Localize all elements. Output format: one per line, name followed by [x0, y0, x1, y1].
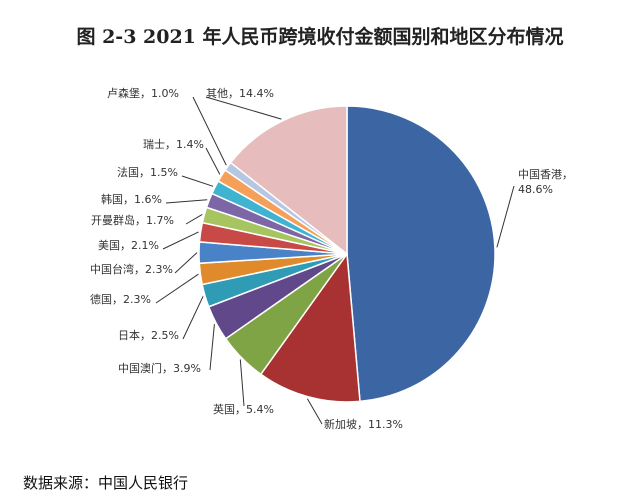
pie-slice-2: [259, 251, 361, 403]
slice-label-9: 开曼群岛，1.7%: [91, 213, 174, 227]
pie-slice-14: [229, 105, 348, 256]
slice-label-12: 瑞士，1.4%: [143, 137, 204, 151]
leader-line-4: [209, 324, 215, 371]
leader-line-11: [181, 175, 214, 187]
slice-label-14: 其他，14.4%: [206, 87, 274, 100]
leader-line-9: [185, 213, 203, 225]
data-source: 数据来源：中国人民银行: [23, 474, 189, 492]
leader-line-6: [155, 273, 199, 304]
leader-line-3: [239, 359, 245, 407]
leader-line-12: [205, 147, 221, 175]
slice-label-2: 新加坡，11.3%: [324, 417, 403, 431]
pie-slice-1: [346, 105, 496, 403]
slice-label-10: 韩国，1.6%: [101, 192, 162, 206]
chart-title: 图 2-3 2021 年人民币跨境收付金额国别和地区分布情况: [76, 26, 564, 48]
slice-label-3: 英国，5.4%: [213, 402, 274, 416]
slice-label-1: 中国香港， 48.6%: [518, 168, 573, 196]
leader-line-10: [165, 199, 208, 204]
leader-line-13: [192, 96, 227, 166]
leader-line-7: [174, 252, 198, 274]
slice-label-5: 日本，2.5%: [118, 328, 179, 342]
slice-label-7: 中国台湾，2.3%: [90, 262, 173, 276]
slice-label-13: 卢森堡，1.0%: [107, 86, 179, 100]
slice-label-6: 德国，2.3%: [90, 292, 151, 306]
leader-line-5: [182, 296, 204, 340]
leader-line-8: [162, 231, 199, 250]
leader-line-1: [496, 185, 515, 248]
slice-label-4: 中国澳门，3.9%: [118, 361, 201, 375]
leader-line-14: [205, 96, 282, 120]
slice-label-8: 美国，2.1%: [98, 239, 159, 252]
slice-label-11: 法国，1.5%: [117, 165, 178, 179]
leader-line-2: [306, 398, 323, 425]
